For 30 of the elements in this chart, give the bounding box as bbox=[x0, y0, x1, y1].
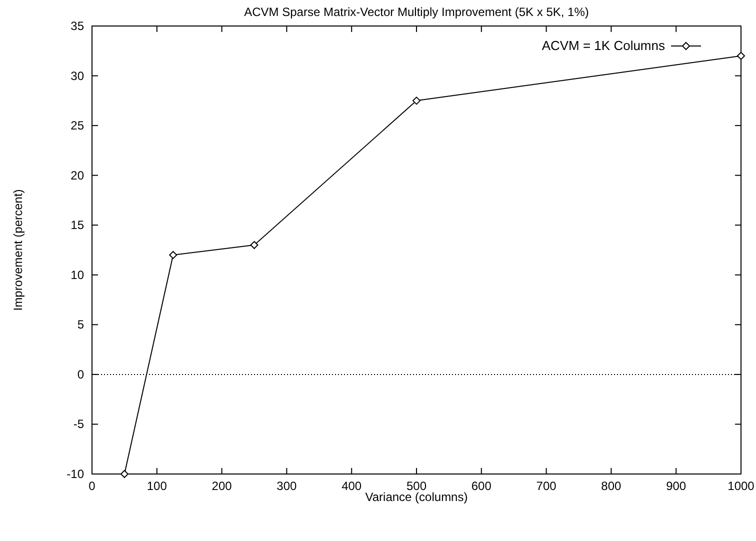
x-axis-title: Variance (columns) bbox=[365, 490, 468, 504]
x-tick-label: 400 bbox=[342, 479, 362, 493]
point bbox=[250, 241, 258, 250]
x-tick-label: 100 bbox=[146, 479, 168, 493]
y-tick-label: 30 bbox=[70, 68, 84, 83]
legend-label: ACVM = 1K Columns bbox=[542, 38, 666, 53]
chart-title: ACVM Sparse Matrix-Vector Multiply Improvement (5K x 5K, 1%) bbox=[244, 5, 589, 19]
x-tick-label: 500 bbox=[406, 479, 427, 493]
y-axis-title: Improvement (percent) bbox=[11, 189, 25, 311]
x-tick-label: 1000 bbox=[728, 479, 755, 493]
y-tick-label: 20 bbox=[70, 168, 84, 182]
x-tick-label: 300 bbox=[276, 479, 298, 493]
y-tick-label: -10 bbox=[66, 467, 84, 481]
x-tick-label: 800 bbox=[601, 479, 622, 493]
y-tick-label: 5 bbox=[77, 318, 84, 332]
y-tick-label: 0 bbox=[77, 367, 84, 382]
x-tick-label: 900 bbox=[666, 479, 686, 493]
x-tick-label: 700 bbox=[536, 479, 557, 493]
point bbox=[412, 96, 420, 105]
y-tick-label: 15 bbox=[70, 218, 84, 232]
point bbox=[737, 52, 745, 60]
y-tick-label: 10 bbox=[70, 268, 84, 282]
point bbox=[169, 250, 178, 259]
y-tick-label: 35 bbox=[70, 19, 84, 33]
y-tick-label: -5 bbox=[73, 417, 84, 432]
x-tick-label: 600 bbox=[471, 479, 492, 493]
point bbox=[120, 470, 128, 478]
y-tick-label: 25 bbox=[70, 118, 84, 133]
x-tick-label: 200 bbox=[212, 479, 232, 493]
x-tick-label: 0 bbox=[88, 479, 96, 493]
